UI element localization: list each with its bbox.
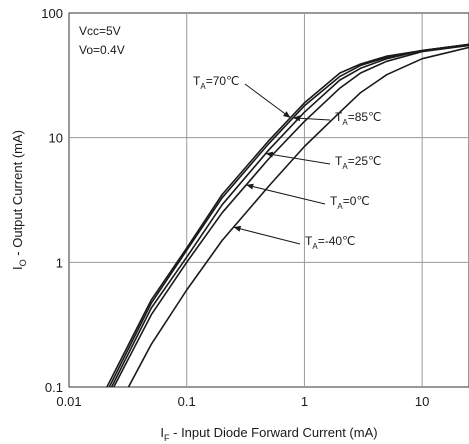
annotation-leader: [233, 226, 301, 245]
annotation-arrowhead: [293, 115, 301, 122]
y-tick-label: 100: [41, 6, 63, 21]
series-annotation-label: TA=-40℃: [305, 234, 356, 251]
series-layer: [106, 43, 469, 387]
series-annotation-label: TA=70℃: [193, 74, 240, 91]
annotation-arrowhead: [246, 183, 254, 190]
series-line: [127, 46, 469, 387]
series-line: [108, 43, 469, 387]
annotation-leader: [246, 184, 326, 205]
y-axis-title: IO - Output Current (mA): [10, 130, 28, 270]
series-line: [113, 44, 469, 387]
y-tick-label: 10: [49, 131, 63, 146]
series-annotation-label: TA=85℃: [335, 110, 382, 127]
condition-vo: Vo=0.4V: [79, 43, 125, 57]
annotation-leader: [265, 152, 331, 165]
grid: [69, 13, 469, 387]
x-tick-label: 0.1: [178, 394, 196, 409]
x-tick-label: 0.01: [56, 394, 81, 409]
condition-vcc: Vcc=5V: [79, 24, 121, 38]
x-axis-title: IF - Input Diode Forward Current (mA): [160, 425, 377, 443]
series-annotation-label: TA=0℃: [330, 194, 370, 211]
y-tick-label: 1: [56, 255, 63, 270]
series-line: [110, 43, 469, 387]
x-tick-label: 1: [301, 394, 308, 409]
plot-area: [68, 12, 469, 388]
annotation-arrowhead: [265, 151, 274, 158]
annotation-layer: TA=70℃ TA=85℃ TA=25℃ TA=0℃ TA=-40℃: [193, 74, 382, 251]
annotation-arrowhead: [283, 111, 291, 118]
x-tick-label: 10: [415, 394, 429, 409]
y-axis-title-group: IO - Output Current (mA): [10, 130, 28, 270]
series-annotation-label: TA=25℃: [335, 154, 382, 171]
y-tick-label: 0.1: [45, 380, 63, 395]
annotation-arrowhead: [233, 225, 242, 232]
annotation-leader: [244, 83, 291, 119]
